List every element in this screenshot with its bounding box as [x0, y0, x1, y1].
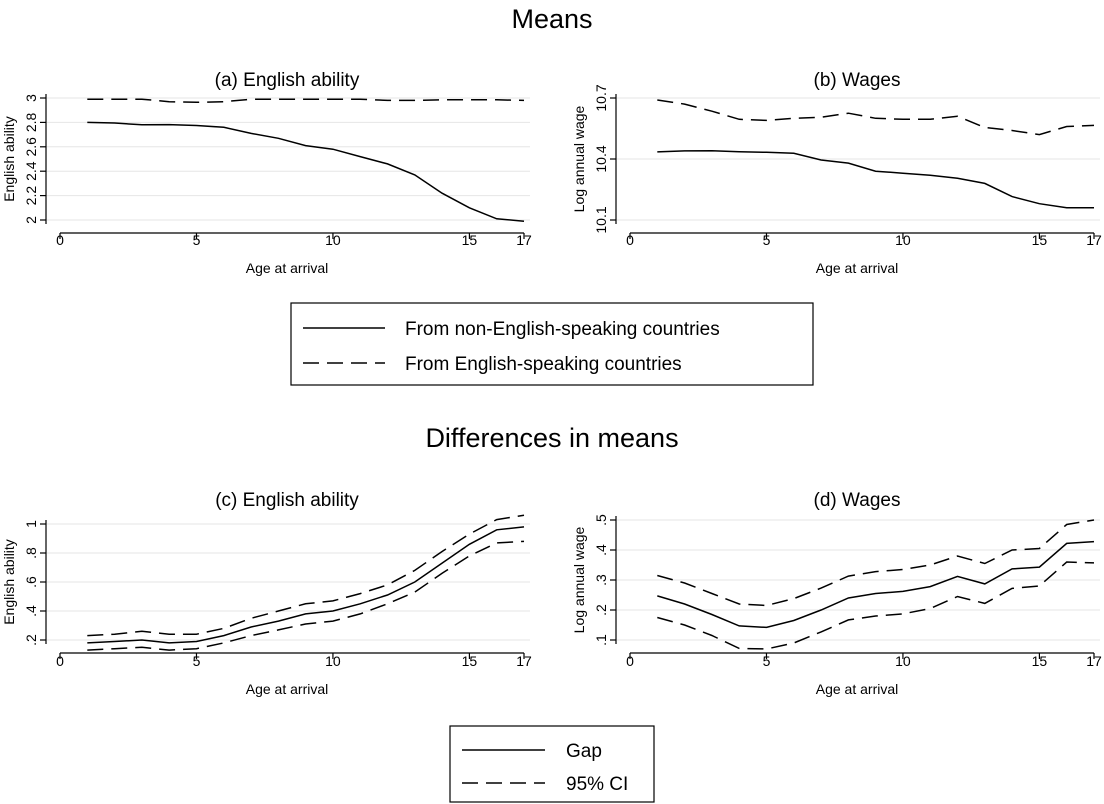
y-tick-label: .8: [23, 547, 39, 559]
y-tick-label: 2.6: [23, 137, 39, 157]
y-tick-label: .6: [23, 576, 39, 588]
x-tick-label: 17: [516, 232, 532, 248]
series-line-dashed: [87, 98, 525, 104]
y-axis-label: English ability: [1, 116, 17, 202]
x-tick-label: 5: [193, 232, 201, 248]
x-tick-label: 15: [462, 232, 478, 248]
x-axis-label: Age at arrival: [246, 260, 328, 276]
chart-panel-3: .1 .2 .3 .4 .5 0 5 10 15 17 (d) Wages Age at arriva…: [571, 490, 1102, 697]
x-tick-label: 0: [56, 232, 64, 248]
y-tick-label: .2: [593, 604, 609, 616]
y-axis-label: Log annual wage: [571, 526, 587, 633]
x-tick-label: 15: [1032, 232, 1048, 248]
x-tick-label: 0: [626, 232, 634, 248]
y-tick-label: 2.4: [23, 161, 39, 181]
x-tick-label: 10: [325, 232, 341, 248]
x-axis-label: Age at arrival: [246, 681, 328, 697]
chart-panel-1: 10.1 10.4 10.7 0 5 10 15 17 (b) Wages Age at arri…: [571, 70, 1102, 276]
legend-entry: From English-speaking countries: [405, 354, 682, 375]
x-tick-label: 10: [895, 653, 911, 669]
panel-title: (b) Wages: [814, 70, 901, 91]
x-tick-label: 17: [1086, 653, 1102, 669]
chart-panel-0: 2 2.2 2.4 2.6 2.8 3 0 5 10 15 17 (a) English abilit…: [1, 70, 532, 276]
y-tick-label: .4: [593, 544, 609, 556]
series-line-dashed: [657, 99, 1095, 136]
x-tick-label: 5: [763, 653, 771, 669]
chart-panels: 22.22.42.62.830 5 10 15 17(a) English abilit…: [1, 70, 1102, 697]
y-tick-label: 10.4: [593, 145, 609, 172]
x-axis-label: Age at arrival: [816, 681, 898, 697]
y-axis-label: Log annual wage: [571, 105, 587, 212]
legend-entry: Gap: [566, 741, 602, 762]
y-tick-label: .2: [23, 634, 39, 646]
series-line-solid: [87, 121, 525, 222]
series-line-dashed: [657, 519, 1095, 607]
x-axis-label: Age at arrival: [816, 260, 898, 276]
x-tick-label: 15: [462, 653, 478, 669]
x-tick-label: 0: [56, 653, 64, 669]
series-line-dashed: [87, 540, 525, 651]
series-line-solid: [657, 540, 1095, 629]
y-tick-label: .3: [593, 574, 609, 586]
series-line-dashed: [87, 514, 525, 637]
y-axis-label: English ability: [1, 539, 17, 625]
panel-title: (d) Wages: [814, 490, 901, 511]
y-tick-label: 10.7: [593, 84, 609, 111]
x-tick-label: 10: [895, 232, 911, 248]
legend-means: From non-English-speaking countries From…: [290, 302, 814, 386]
y-tick-label: 2.2: [23, 186, 39, 206]
y-tick-label: 1: [23, 520, 39, 528]
series-line-solid: [657, 149, 1094, 209]
legend-frame: [290, 302, 814, 386]
x-tick-label: 0: [626, 653, 634, 669]
chart-panel-2: .2.4.6.810 5 10 15 17(c) English abilityAge …: [1, 490, 532, 697]
legend-frame: [449, 725, 655, 803]
x-tick-label: 15: [1032, 653, 1048, 669]
y-tick-label: .4: [23, 605, 39, 617]
section-title-differences: Differences in means: [425, 423, 678, 453]
panel-title: (c) English ability: [215, 490, 359, 511]
series-line-solid: [87, 526, 525, 644]
y-tick-label: 2: [23, 216, 39, 224]
panel-title: (a) English ability: [215, 70, 360, 91]
series-line-dashed: [657, 561, 1095, 650]
y-tick-label: 3: [23, 94, 39, 102]
y-tick-label: .1: [593, 634, 609, 646]
x-tick-label: 5: [763, 232, 771, 248]
section-title-means: Means: [511, 4, 592, 34]
y-tick-label: .5: [593, 514, 609, 526]
x-tick-label: 17: [1086, 232, 1102, 248]
legend-entry: From non-English-speaking countries: [405, 319, 720, 340]
x-tick-label: 10: [325, 653, 341, 669]
y-tick-label: 2.8: [23, 112, 39, 132]
legend-differences: Gap 95% CI: [449, 725, 655, 803]
legend-entry: 95% CI: [566, 774, 628, 795]
x-tick-label: 17: [516, 653, 532, 669]
x-tick-label: 5: [193, 653, 201, 669]
y-tick-label: 10.1: [593, 206, 609, 233]
